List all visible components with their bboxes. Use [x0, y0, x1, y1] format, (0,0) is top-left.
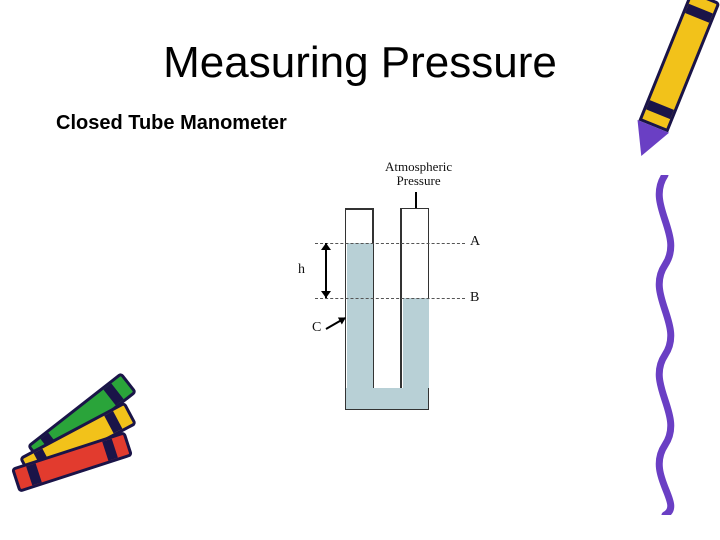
atmospheric-pressure-label: Atmospheric Pressure: [385, 160, 452, 187]
crayon-band: [103, 383, 123, 405]
label-C: C: [312, 320, 321, 336]
level-A-line: [315, 243, 465, 244]
c-arrow-icon: [326, 317, 346, 330]
closed-top: [346, 209, 374, 210]
tube-bottom: [345, 388, 429, 410]
label-B: B: [470, 290, 479, 306]
level-B-line: [315, 298, 465, 299]
crayon-body: [638, 0, 720, 132]
crayon-band: [26, 463, 42, 485]
atm-label-line1: Atmospheric: [385, 160, 452, 174]
crayon-stripe: [646, 100, 674, 119]
manometer-diagram: Atmospheric Pressure A B h C: [280, 160, 500, 420]
atm-label-line2: Pressure: [385, 174, 452, 188]
right-liquid: [403, 298, 429, 388]
squiggle-icon: [640, 175, 690, 515]
crayons-bottom-left-icon: [12, 394, 182, 534]
slide-title: Measuring Pressure: [0, 38, 720, 88]
crayon-stripe: [685, 4, 713, 23]
subtitle: Closed Tube Manometer: [56, 112, 287, 135]
label-A: A: [470, 234, 480, 250]
crayon-band: [104, 411, 122, 433]
left-liquid: [347, 243, 373, 388]
label-h: h: [298, 262, 305, 278]
h-arrow-icon: [325, 243, 327, 298]
crayon-band: [102, 439, 118, 461]
